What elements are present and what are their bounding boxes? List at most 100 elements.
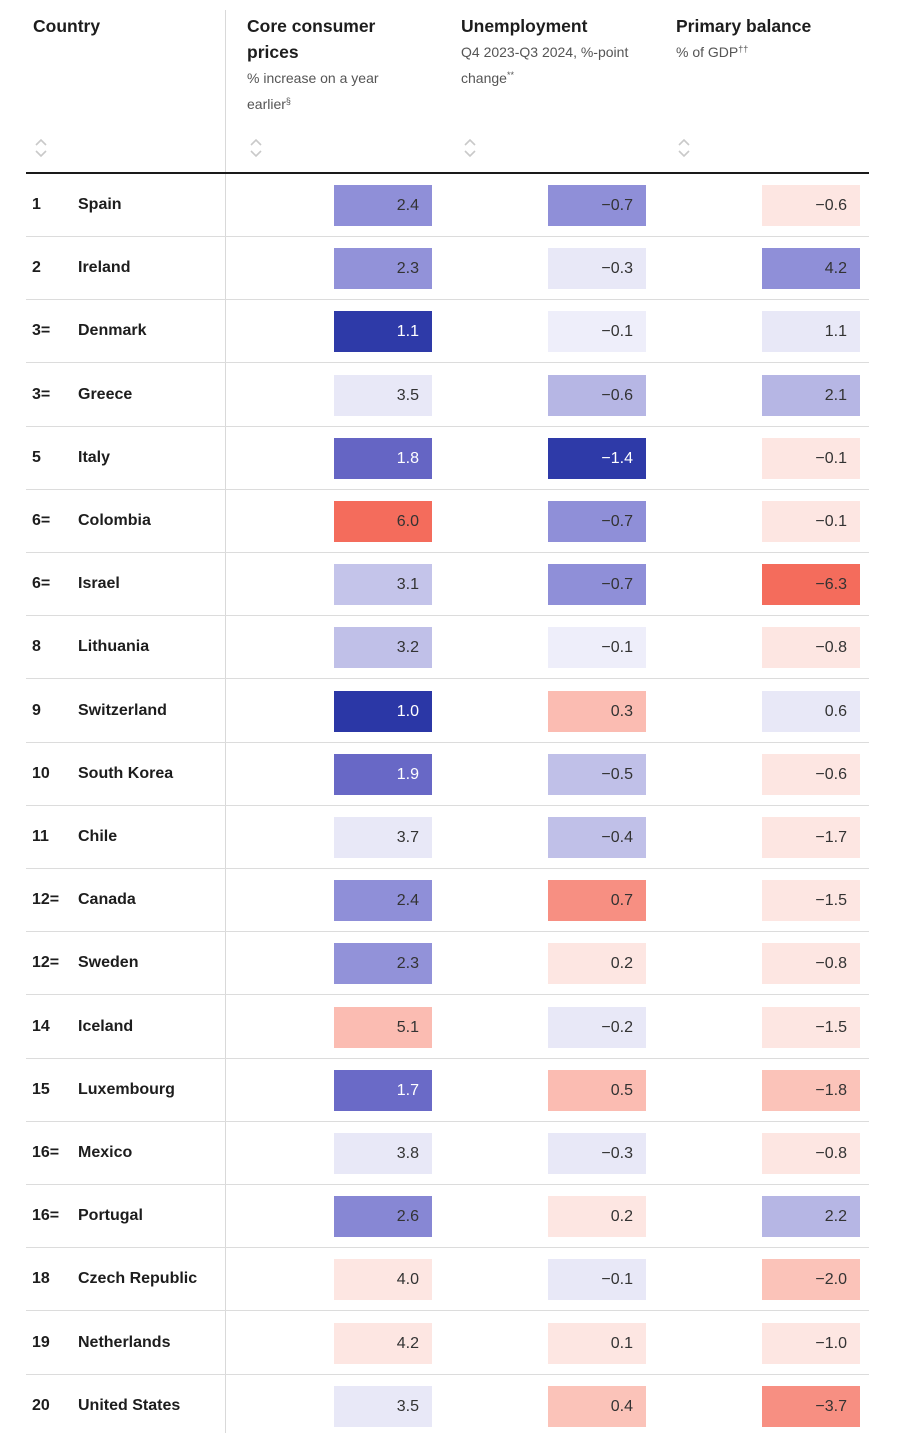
column-title-country: Country	[33, 16, 101, 36]
unemployment-cell: −1.4	[548, 437, 646, 479]
core-prices-cell: 2.3	[334, 248, 432, 290]
country-name: United States	[78, 1396, 181, 1414]
unemployment-cell: −0.2	[548, 1006, 646, 1048]
unemployment-cell: −0.1	[548, 627, 646, 669]
rank-label: 1	[32, 196, 41, 213]
core-prices-cell: 2.4	[334, 880, 432, 922]
rank-label: 16=	[32, 1207, 60, 1225]
core-prices-cell: 2.4	[334, 185, 432, 226]
country-name: Spain	[78, 196, 122, 213]
rank-label: 9	[32, 701, 41, 719]
table-row: 16= Mexico 3.8 −0.3 −0.8	[26, 1122, 869, 1185]
table-row: 14 Iceland 5.1 −0.2 −1.5	[26, 996, 869, 1059]
primary-balance-cell: −0.6	[762, 753, 860, 795]
primary-balance-cell: −0.8	[762, 627, 860, 669]
unemployment-cell: −0.3	[548, 248, 646, 290]
unemployment-cell: −0.1	[548, 311, 646, 353]
core-prices-cell: 1.7	[334, 1069, 432, 1111]
country-name: Italy	[78, 448, 111, 466]
table-row: 10 South Korea 1.9 −0.5 −0.6	[26, 743, 869, 806]
primary-balance-cell: −0.6	[762, 185, 860, 226]
column-header-country: Country	[33, 13, 100, 39]
column-header-unemployment: Unemployment Q4 2023-Q3 2024, %-point ch…	[461, 13, 641, 91]
rank-label: 11	[32, 828, 49, 845]
core-prices-cell: 3.8	[334, 1133, 432, 1174]
country-name: South Korea	[78, 764, 174, 782]
rank-label: 6=	[32, 512, 51, 529]
primary-balance-cell: −2.0	[762, 1259, 860, 1301]
primary-balance-cell: 2.1	[762, 374, 860, 416]
core-prices-cell: 1.8	[334, 437, 432, 479]
table-row: 6= Colombia 6.0 −0.7 −0.1	[26, 490, 869, 553]
column-title-core-consumer-prices: Core consumer prices	[247, 16, 376, 62]
country-name: Lithuania	[78, 638, 150, 656]
unemployment-cell: 0.7	[548, 880, 646, 922]
footnote-marker: **	[506, 70, 514, 80]
header-rule	[26, 172, 869, 174]
unemployment-cell: −0.7	[548, 185, 646, 226]
primary-balance-cell: −1.7	[762, 817, 860, 858]
table-row: 16= Portugal 2.6 0.2 2.2	[26, 1185, 869, 1249]
unemployment-cell: −0.6	[548, 374, 646, 416]
core-prices-cell: 5.1	[334, 1006, 432, 1048]
rank-label: 14	[32, 1017, 50, 1035]
core-prices-cell: 1.9	[334, 753, 432, 795]
rank-label: 19	[32, 1333, 50, 1351]
column-title-unemployment: Unemployment	[461, 16, 588, 36]
table-row: 6= Israel 3.1 −0.7 −6.3	[26, 553, 869, 617]
column-header-core-consumer-prices: Core consumer prices % increase on a yea…	[247, 13, 417, 117]
unemployment-cell: 0.5	[548, 1069, 646, 1111]
unemployment-cell: 0.1	[548, 1322, 646, 1364]
primary-balance-cell: −1.8	[762, 1069, 860, 1111]
sort-icon[interactable]	[34, 137, 48, 159]
core-prices-cell: 4.2	[334, 1322, 432, 1364]
country-name: Denmark	[78, 322, 147, 340]
table-row: 3= Denmark 1.1 −0.1 1.1	[26, 300, 869, 364]
primary-balance-cell: −0.8	[762, 1133, 860, 1174]
country-name: Netherlands	[78, 1333, 171, 1351]
footnote-marker: §	[285, 96, 291, 106]
table-row: 1 Spain 2.4 −0.7 −0.6	[26, 174, 869, 237]
primary-balance-cell: −0.8	[762, 943, 860, 985]
table-row: 3= Greece 3.5 −0.6 2.1	[26, 364, 869, 427]
column-title-primary-balance: Primary balance	[676, 16, 812, 36]
column-subtitle-core-consumer-prices: % increase on a year earlier§	[247, 70, 379, 112]
rank-label: 12=	[32, 954, 60, 972]
table-header: Country Core consumer prices % increase …	[0, 0, 900, 174]
table-row: 11 Chile 3.7 −0.4 −1.7	[26, 806, 869, 869]
unemployment-cell: 0.3	[548, 690, 646, 732]
sort-icon[interactable]	[249, 137, 263, 159]
unemployment-cell: −0.1	[548, 1259, 646, 1301]
unemployment-cell: 0.2	[548, 943, 646, 985]
table-row: 8 Lithuania 3.2 −0.1 −0.8	[26, 616, 869, 680]
sort-icon[interactable]	[677, 137, 691, 159]
column-subtitle-unemployment: Q4 2023-Q3 2024, %-point change**	[461, 44, 629, 86]
column-subtitle-primary-balance: % of GDP††	[676, 44, 749, 60]
rank-label: 10	[32, 764, 50, 782]
country-name: Iceland	[78, 1017, 134, 1035]
country-name: Portugal	[78, 1207, 143, 1225]
country-name: Mexico	[78, 1144, 133, 1161]
primary-balance-cell: −1.5	[762, 880, 860, 922]
column-divider	[225, 10, 226, 1433]
primary-balance-cell: −6.3	[762, 564, 860, 606]
unemployment-cell: −0.3	[548, 1133, 646, 1174]
primary-balance-cell: 0.6	[762, 690, 860, 732]
country-name: Ireland	[78, 259, 131, 277]
column-header-primary-balance: Primary balance % of GDP††	[676, 13, 856, 65]
table-row: 20 United States 3.5 0.4 −3.7	[26, 1375, 869, 1433]
table-row: 12= Sweden 2.3 0.2 −0.8	[26, 932, 869, 996]
rank-label: 18	[32, 1270, 50, 1288]
country-name: Israel	[78, 575, 120, 593]
rank-label: 16=	[32, 1144, 60, 1161]
unemployment-cell: 0.2	[548, 1196, 646, 1238]
unemployment-cell: −0.4	[548, 817, 646, 858]
sort-icon[interactable]	[463, 137, 477, 159]
rank-label: 15	[32, 1080, 50, 1098]
core-prices-cell: 2.6	[334, 1196, 432, 1238]
unemployment-cell: −0.5	[548, 753, 646, 795]
footnote-marker: ††	[738, 44, 749, 54]
core-prices-cell: 1.1	[334, 311, 432, 353]
table-row: 19 Netherlands 4.2 0.1 −1.0	[26, 1312, 869, 1375]
rank-label: 20	[32, 1396, 50, 1414]
